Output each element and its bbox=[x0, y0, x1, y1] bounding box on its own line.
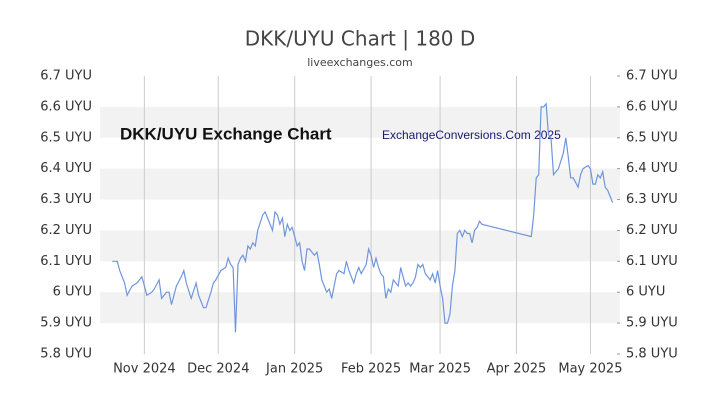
grid-band bbox=[100, 106, 620, 138]
y2-tick-label: 6.4 UYU bbox=[626, 161, 678, 176]
y-tick-label: 6.7 UYU bbox=[40, 69, 92, 84]
y-tick-label: 6.6 UYU bbox=[40, 99, 92, 114]
y2-tick-label: 6.5 UYU bbox=[626, 130, 678, 145]
y-tick-label: 6.1 UYU bbox=[40, 254, 92, 269]
y-tick-label: 6.2 UYU bbox=[40, 223, 92, 238]
x-tick-label: May 2025 bbox=[558, 362, 622, 377]
y2-tick-label: 6.6 UYU bbox=[626, 99, 678, 114]
grid-band bbox=[100, 230, 620, 262]
y-tick-label: 5.9 UYU bbox=[40, 316, 92, 331]
x-tick-label: Apr 2025 bbox=[487, 362, 547, 377]
chart-subtitle: liveexchanges.com bbox=[307, 56, 412, 69]
y2-tick-label: 6.2 UYU bbox=[626, 223, 678, 238]
y2-tick-label: 6.3 UYU bbox=[626, 192, 678, 207]
y2-tick-label: 6.1 UYU bbox=[626, 254, 678, 269]
x-tick-label: Feb 2025 bbox=[341, 362, 401, 377]
grid-band bbox=[100, 292, 620, 324]
chart-title: DKK/UYU Chart | 180 D bbox=[245, 27, 476, 51]
y2-tick-label: 6.7 UYU bbox=[626, 69, 678, 84]
y-tick-label: 6.3 UYU bbox=[40, 192, 92, 207]
annotation: DKK/UYU Exchange Chart bbox=[120, 124, 332, 143]
y-tick-label: 5.8 UYU bbox=[40, 347, 92, 362]
x-tick-label: Mar 2025 bbox=[409, 362, 471, 377]
y-tick-label: 6.5 UYU bbox=[40, 130, 92, 145]
x-tick-label: Jan 2025 bbox=[265, 362, 323, 377]
y-tick-label: 6.4 UYU bbox=[40, 161, 92, 176]
x-tick-label: Nov 2024 bbox=[113, 362, 176, 377]
y2-tick-label: 5.8 UYU bbox=[626, 347, 678, 362]
y2-tick-label: 6 UYU bbox=[626, 285, 665, 300]
grid-band bbox=[100, 168, 620, 200]
annotation: ExchangeConversions.Com 2025 bbox=[382, 128, 561, 142]
data-line bbox=[112, 102, 614, 333]
y2-tick-label: 5.9 UYU bbox=[626, 316, 678, 331]
y-tick-label: 6 UYU bbox=[53, 285, 92, 300]
x-tick-label: Dec 2024 bbox=[187, 362, 249, 377]
